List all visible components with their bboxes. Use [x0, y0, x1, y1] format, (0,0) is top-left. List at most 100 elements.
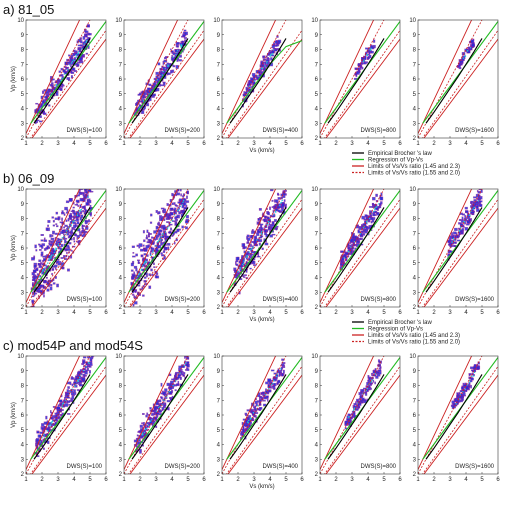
scatter-point — [271, 199, 274, 202]
scatter-point — [50, 84, 54, 86]
scatter-point — [71, 245, 76, 248]
scatter-core-point — [80, 208, 83, 211]
scatter-point — [141, 422, 143, 425]
y-tick-label: 5 — [21, 92, 25, 98]
scatter-core-point — [347, 250, 349, 253]
scatter-point — [471, 369, 474, 372]
scatter-core-point — [55, 84, 57, 87]
scatter-point — [461, 228, 465, 231]
scatter-core-point — [477, 200, 480, 202]
scatter-core-point — [140, 268, 143, 270]
brocher-line — [33, 38, 91, 124]
scatter-point — [44, 95, 48, 99]
panel-plot-area — [320, 356, 400, 474]
scatter-point — [164, 388, 168, 392]
x-tick-label: 2 — [334, 310, 338, 316]
scatter-point — [57, 217, 60, 221]
scatter-core-point — [155, 245, 157, 247]
scatter-point — [72, 53, 76, 57]
scatter-point — [155, 71, 159, 75]
scatter-point — [80, 40, 83, 44]
scatter-point — [31, 283, 34, 287]
scatter-core-point — [157, 240, 160, 243]
scatter-point — [57, 411, 60, 414]
scatter-point — [142, 413, 145, 415]
scatter-core-point — [137, 274, 140, 276]
limit-line-1.45 — [227, 38, 302, 138]
scatter-point — [65, 219, 68, 222]
scatter-core-point — [242, 264, 244, 266]
scatter-point — [352, 414, 354, 418]
scatter-point — [250, 77, 254, 81]
scatter-core-point — [50, 255, 52, 258]
scatter-point — [458, 222, 461, 225]
scatter-core-point — [71, 222, 74, 224]
scatter-point — [182, 179, 184, 182]
scatter-core-point — [471, 375, 473, 378]
scatter-core-point — [273, 214, 275, 216]
y-tick-label: 10 — [311, 354, 318, 360]
scatter-point — [235, 263, 239, 266]
dws-label: DWS(S)=1600 — [455, 128, 495, 134]
scatter-core-point — [280, 368, 282, 370]
scatter-core-point — [366, 387, 369, 390]
scatter-core-point — [141, 432, 144, 435]
scatter-point — [67, 400, 71, 403]
scatter-point — [41, 90, 45, 94]
limit-dashed-line-1.55 — [30, 30, 106, 138]
scatter-point — [55, 240, 58, 244]
x-tick-label: 4 — [268, 141, 272, 147]
scatter-point — [82, 210, 85, 213]
scatter-point — [152, 409, 154, 412]
scatter-point — [151, 412, 154, 416]
scatter-core-point — [47, 262, 49, 264]
scatter-core-point — [185, 362, 187, 365]
scatter-core-point — [70, 62, 73, 64]
x-tick-label: 3 — [252, 477, 256, 483]
scatter-core-point — [161, 233, 164, 235]
y-tick-label: 6 — [413, 413, 417, 419]
scatter-point — [151, 273, 154, 276]
scatter-point — [45, 247, 49, 250]
scatter-point — [282, 369, 285, 374]
y-tick-label: 9 — [315, 202, 319, 208]
scatter-point — [169, 391, 173, 395]
x-tick-label: 3 — [350, 477, 354, 483]
x-tick-label: 1 — [122, 141, 126, 147]
scatter-point — [366, 382, 370, 386]
y-tick-label: 5 — [413, 428, 417, 434]
scatter-point — [178, 207, 180, 210]
scatter-point — [142, 230, 145, 234]
scatter-point — [87, 356, 91, 359]
scatter-point — [184, 356, 186, 359]
scatter-point — [143, 253, 147, 256]
scatter-point — [276, 206, 280, 209]
scatter-point — [185, 363, 189, 367]
x-tick-label: 1 — [416, 141, 420, 147]
scatter-point — [51, 82, 54, 85]
scatter-core-point — [181, 204, 183, 206]
scatter-point — [81, 224, 84, 227]
scatter-point — [381, 186, 384, 188]
y-tick-label: 5 — [413, 261, 417, 267]
scatter-point — [32, 301, 34, 305]
scatter-point — [368, 385, 371, 389]
limit-line-1.45 — [423, 374, 498, 474]
x-axis-label: Vs (km/s) — [249, 148, 274, 154]
scatter-core-point — [374, 373, 377, 375]
scatter-point — [185, 356, 188, 357]
scatter-core-point — [161, 74, 163, 76]
scatter-point — [248, 415, 252, 418]
scatter-point — [178, 54, 182, 58]
scatter-core-point — [273, 379, 275, 382]
x-axis-label: Vs (km/s) — [249, 484, 274, 490]
scatter-point — [452, 231, 457, 235]
scatter-point — [176, 229, 180, 233]
y-axis-label: Vp (km/s) — [11, 235, 17, 261]
y-tick-label: 3 — [217, 457, 221, 463]
y-tick-label: 4 — [315, 107, 319, 113]
scatter-point — [369, 45, 374, 50]
scatter-core-point — [368, 217, 371, 220]
scatter-point — [39, 244, 43, 248]
scatter-point — [89, 358, 93, 362]
